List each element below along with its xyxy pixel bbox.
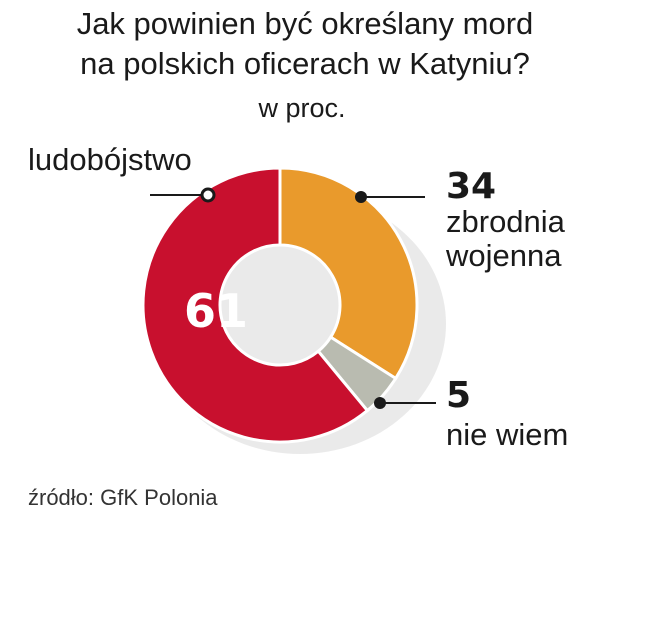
slice-zbrodnia-wojenna [278,166,419,381]
slice-ludobojstwo [141,166,370,444]
leader-zbrodnia [355,191,425,203]
chart-title-line2: na polskich oficerach w Katyniu? [80,46,530,81]
donut-slices [141,166,419,444]
leader-ludobojstwo [150,187,216,203]
value-label-nie-wiem: 5 [446,375,471,416]
leader-dot-zbrodnia [355,191,367,203]
category-label-zbrodnia-line2: wojenna [445,238,562,273]
category-label-nie-wiem: nie wiem [446,417,568,452]
chart-unit: w proc. [257,93,345,123]
leader-dot-ludobojstwo [200,187,216,203]
value-label-zbrodnia: 34 [446,166,496,207]
source-note: źródło: GfK Polonia [28,485,218,510]
category-label-zbrodnia-line1: zbrodnia [446,204,566,239]
leader-dot-nie-wiem [374,397,386,409]
leader-nie-wiem [374,397,436,409]
value-label-ludobojstwo-inside: 61 [184,284,248,338]
chart-title-line1: Jak powinien być określany mord [77,6,534,41]
category-label-ludobojstwo: ludobójstwo [28,142,192,177]
